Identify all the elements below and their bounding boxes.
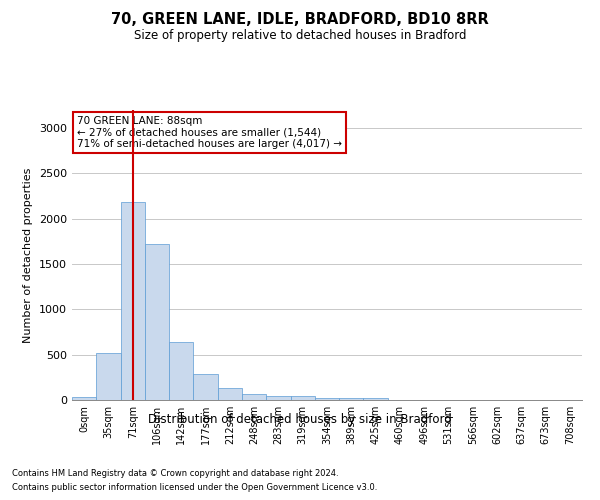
Bar [290,396,315,400]
Y-axis label: Number of detached properties: Number of detached properties [23,168,34,342]
Bar [193,374,218,400]
Text: Contains public sector information licensed under the Open Government Licence v3: Contains public sector information licen… [12,484,377,492]
Bar [339,398,364,400]
Text: 70, GREEN LANE, IDLE, BRADFORD, BD10 8RR: 70, GREEN LANE, IDLE, BRADFORD, BD10 8RR [111,12,489,28]
Bar [315,398,339,400]
Text: Size of property relative to detached houses in Bradford: Size of property relative to detached ho… [134,29,466,42]
Bar [72,398,96,400]
Bar [145,244,169,400]
Bar [121,202,145,400]
Text: Contains HM Land Registry data © Crown copyright and database right 2024.: Contains HM Land Registry data © Crown c… [12,468,338,477]
Bar [96,353,121,400]
Bar [169,342,193,400]
Bar [364,398,388,400]
Bar [218,388,242,400]
Bar [266,396,290,400]
Bar [242,394,266,400]
Text: Distribution of detached houses by size in Bradford: Distribution of detached houses by size … [148,412,452,426]
Text: 70 GREEN LANE: 88sqm
← 27% of detached houses are smaller (1,544)
71% of semi-de: 70 GREEN LANE: 88sqm ← 27% of detached h… [77,116,342,149]
